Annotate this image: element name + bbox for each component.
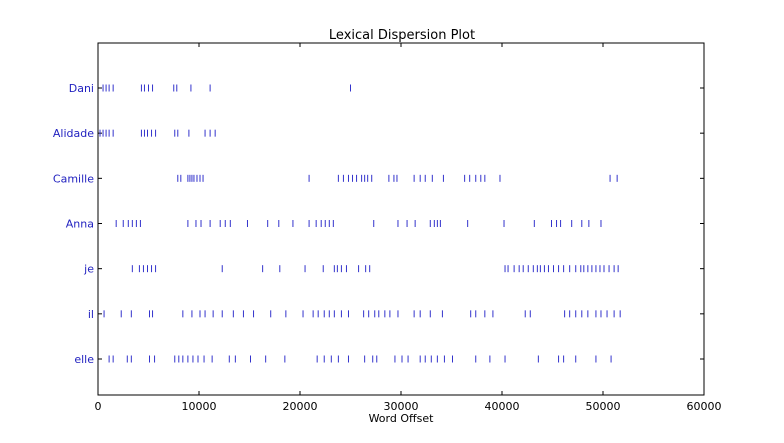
y-axis: Dani Alidade Camille Anna je il elle <box>53 82 704 366</box>
y-category-label: Anna <box>66 218 94 231</box>
y-category-label: Dani <box>69 82 94 95</box>
x-tick-label: 50000 <box>586 400 621 413</box>
x-axis-label: Word Offset <box>369 412 435 425</box>
y-category-label: il <box>88 308 94 321</box>
y-category-label: Camille <box>53 172 94 185</box>
dispersion-marks <box>99 84 621 363</box>
chart-title: Lexical Dispersion Plot <box>329 28 475 43</box>
x-tick-label: 60000 <box>687 400 722 413</box>
x-tick-label: 10000 <box>182 400 217 413</box>
x-axis: 0 10000 20000 30000 40000 50000 60000 <box>95 43 722 413</box>
x-tick-label: 0 <box>95 400 102 413</box>
y-category-label: je <box>83 263 94 276</box>
y-category-label: Alidade <box>53 127 94 140</box>
x-tick-label: 30000 <box>384 400 419 413</box>
y-category-label: elle <box>74 353 94 366</box>
x-tick-label: 20000 <box>283 400 318 413</box>
x-tick-label: 40000 <box>485 400 520 413</box>
